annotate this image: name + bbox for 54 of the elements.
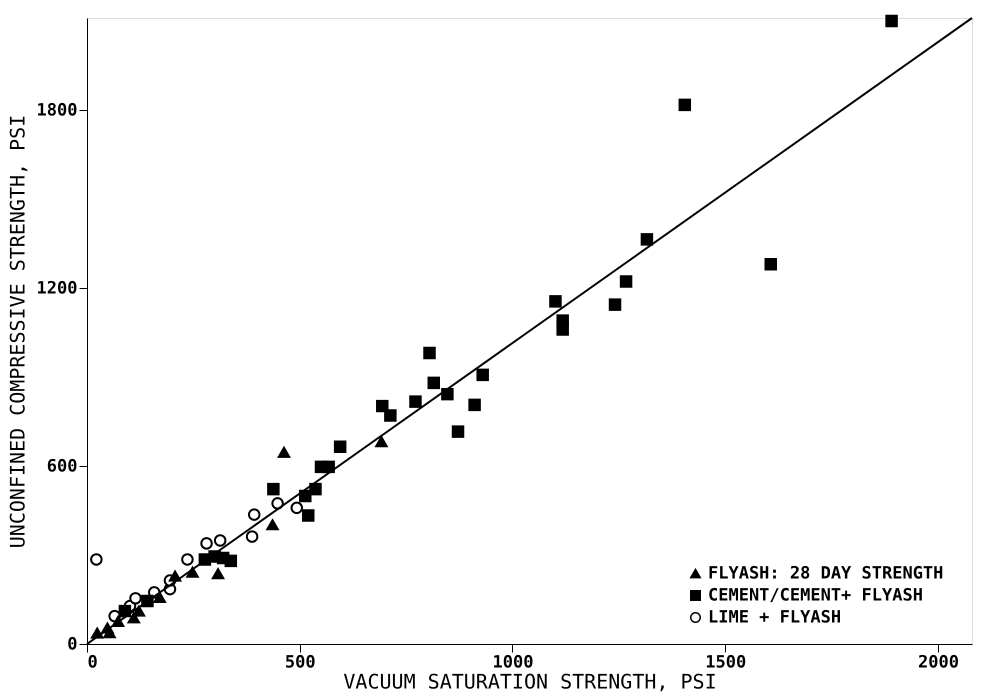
point [290, 502, 304, 514]
point [90, 553, 103, 566]
point [428, 376, 440, 390]
point [309, 482, 322, 496]
point [384, 409, 397, 422]
point [678, 98, 692, 112]
y-tick-label: 1800 [36, 100, 78, 120]
point [132, 606, 146, 617]
y-tick-label: 0 [67, 634, 78, 654]
x-tick-label: 1000 [492, 652, 534, 672]
x-tick-label: 500 [284, 652, 316, 672]
point [885, 14, 898, 28]
point [154, 592, 166, 603]
point [322, 460, 335, 474]
x-tick-label: 1500 [705, 652, 746, 672]
y-axis-title: UNCONFINED COMPRESSIVE STRENGTH, PSI [6, 114, 30, 548]
y-tick-label: 1200 [36, 278, 78, 298]
point [334, 440, 346, 453]
legend-label: CEMENT/CEMENT+ FLYASH [708, 586, 923, 606]
point [423, 346, 436, 360]
point [302, 509, 314, 522]
y-tick-label: 600 [46, 456, 78, 476]
point [168, 570, 182, 582]
point [248, 508, 260, 521]
point [212, 568, 224, 580]
point [620, 275, 632, 288]
point [200, 537, 213, 550]
point [764, 258, 777, 270]
point [640, 233, 654, 246]
x-tick-label: 0 [88, 652, 98, 672]
point [409, 395, 422, 408]
point [246, 530, 258, 543]
legend-label: FLYASH: 28 DAY STRENGTH [708, 564, 944, 584]
point [452, 425, 464, 438]
point [271, 497, 284, 510]
point [468, 398, 481, 412]
point [118, 604, 132, 618]
legend-label: LIME + FLYASH [708, 608, 842, 628]
point [375, 436, 388, 448]
point [556, 323, 569, 336]
point [278, 446, 290, 458]
point [214, 534, 226, 547]
x-axis-title: VACUUM SATURATION STRENGTH, PSI [343, 670, 717, 694]
point [129, 592, 142, 605]
point [267, 482, 280, 496]
point [224, 554, 238, 568]
point [608, 298, 622, 311]
x-tick-label: 2000 [918, 652, 959, 672]
point [181, 553, 194, 566]
point [376, 400, 389, 412]
point [441, 388, 454, 400]
point [549, 295, 562, 308]
point [266, 519, 279, 530]
point [476, 368, 489, 382]
